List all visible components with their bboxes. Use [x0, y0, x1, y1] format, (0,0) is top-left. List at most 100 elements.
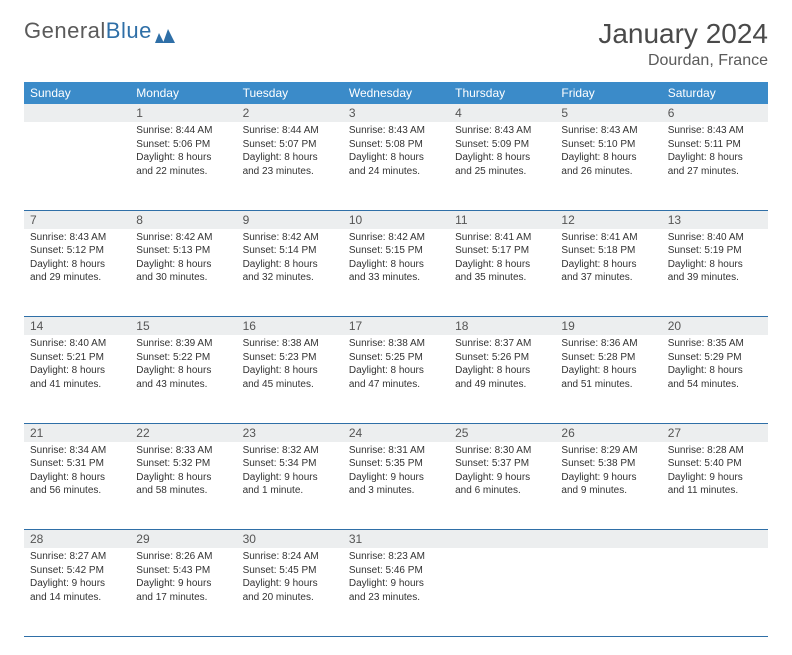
day-number-cell: 6	[662, 104, 768, 122]
day-cell: Sunrise: 8:38 AMSunset: 5:25 PMDaylight:…	[343, 335, 449, 423]
day-cell: Sunrise: 8:28 AMSunset: 5:40 PMDaylight:…	[662, 442, 768, 530]
weekday-header: Tuesday	[237, 82, 343, 104]
day-cell: Sunrise: 8:37 AMSunset: 5:26 PMDaylight:…	[449, 335, 555, 423]
day-number-cell: 31	[343, 530, 449, 549]
daylight-line: Daylight: 8 hours and 45 minutes.	[243, 364, 337, 391]
sunrise-line: Sunrise: 8:43 AM	[561, 124, 655, 138]
day-cell: Sunrise: 8:38 AMSunset: 5:23 PMDaylight:…	[237, 335, 343, 423]
day-number-cell: 12	[555, 210, 661, 229]
daylight-line: Daylight: 8 hours and 37 minutes.	[561, 258, 655, 285]
sunrise-line: Sunrise: 8:27 AM	[30, 550, 124, 564]
weekday-header: Friday	[555, 82, 661, 104]
sunrise-line: Sunrise: 8:32 AM	[243, 444, 337, 458]
sunset-line: Sunset: 5:32 PM	[136, 457, 230, 471]
day-number-cell: 17	[343, 317, 449, 336]
sunrise-line: Sunrise: 8:44 AM	[136, 124, 230, 138]
daylight-line: Daylight: 8 hours and 22 minutes.	[136, 151, 230, 178]
header: GeneralBlue January 2024 Dourdan, France	[24, 18, 768, 70]
daylight-line: Daylight: 9 hours and 1 minute.	[243, 471, 337, 498]
daylight-line: Daylight: 8 hours and 41 minutes.	[30, 364, 124, 391]
day-cell: Sunrise: 8:41 AMSunset: 5:17 PMDaylight:…	[449, 229, 555, 317]
daylight-line: Daylight: 8 hours and 56 minutes.	[30, 471, 124, 498]
day-number-cell	[662, 530, 768, 549]
daylight-line: Daylight: 8 hours and 47 minutes.	[349, 364, 443, 391]
daylight-line: Daylight: 9 hours and 11 minutes.	[668, 471, 762, 498]
sunset-line: Sunset: 5:40 PM	[668, 457, 762, 471]
weekday-header: Thursday	[449, 82, 555, 104]
day-number-cell: 26	[555, 423, 661, 442]
sunrise-line: Sunrise: 8:24 AM	[243, 550, 337, 564]
daylight-line: Daylight: 8 hours and 33 minutes.	[349, 258, 443, 285]
day-number-cell: 23	[237, 423, 343, 442]
sunrise-line: Sunrise: 8:33 AM	[136, 444, 230, 458]
day-number-row: 28293031	[24, 530, 768, 549]
day-number-cell: 25	[449, 423, 555, 442]
day-number-cell: 19	[555, 317, 661, 336]
sunset-line: Sunset: 5:45 PM	[243, 564, 337, 578]
day-cell: Sunrise: 8:41 AMSunset: 5:18 PMDaylight:…	[555, 229, 661, 317]
sunrise-line: Sunrise: 8:43 AM	[30, 231, 124, 245]
day-number-cell: 15	[130, 317, 236, 336]
sunrise-line: Sunrise: 8:28 AM	[668, 444, 762, 458]
daylight-line: Daylight: 8 hours and 26 minutes.	[561, 151, 655, 178]
day-number-cell: 2	[237, 104, 343, 122]
day-number-cell: 20	[662, 317, 768, 336]
week-row: Sunrise: 8:43 AMSunset: 5:12 PM Daylight:…	[24, 229, 768, 317]
daylight-line: Daylight: 8 hours and 23 minutes.	[243, 151, 337, 178]
sunset-line: Sunset: 5:11 PM	[668, 138, 762, 152]
day-number-row: 14151617181920	[24, 317, 768, 336]
brand-part2: Blue	[106, 18, 152, 44]
day-cell: Sunrise: 8:42 AMSunset: 5:14 PMDaylight:…	[237, 229, 343, 317]
brand-logo: GeneralBlue	[24, 18, 175, 44]
sunset-line: Sunset: 5:23 PM	[243, 351, 337, 365]
day-cell: Sunrise: 8:34 AMSunset: 5:31 PMDaylight:…	[24, 442, 130, 530]
sunset-line: Sunset: 5:15 PM	[349, 244, 443, 258]
weekday-header: Wednesday	[343, 82, 449, 104]
sunset-line: Sunset: 5:12 PM	[30, 244, 124, 258]
week-row: Sunrise: 8:40 AMSunset: 5:21 PMDaylight:…	[24, 335, 768, 423]
daylight-line: Daylight: 8 hours and 39 minutes.	[668, 258, 762, 285]
sunset-line: Sunset: 5:21 PM	[30, 351, 124, 365]
week-row: Sunrise: 8:44 AMSunset: 5:06 PMDaylight:…	[24, 122, 768, 210]
sunset-line: Sunset: 5:46 PM	[349, 564, 443, 578]
sunset-line: Sunset: 5:08 PM	[349, 138, 443, 152]
day-number-cell	[449, 530, 555, 549]
day-cell: Sunrise: 8:42 AMSunset: 5:15 PMDaylight:…	[343, 229, 449, 317]
sunset-line: Sunset: 5:09 PM	[455, 138, 549, 152]
day-cell	[24, 122, 130, 210]
day-cell: Sunrise: 8:43 AMSunset: 5:08 PMDaylight:…	[343, 122, 449, 210]
daylight-line: Daylight: 9 hours and 14 minutes.	[30, 577, 124, 604]
sunrise-line: Sunrise: 8:34 AM	[30, 444, 124, 458]
weekday-header: Monday	[130, 82, 236, 104]
sunset-line: Sunset: 5:37 PM	[455, 457, 549, 471]
day-cell	[662, 548, 768, 636]
day-cell: Sunrise: 8:35 AMSunset: 5:29 PMDaylight:…	[662, 335, 768, 423]
day-number-cell: 30	[237, 530, 343, 549]
week-row: Sunrise: 8:34 AMSunset: 5:31 PMDaylight:…	[24, 442, 768, 530]
day-cell: Sunrise: 8:43 AMSunset: 5:10 PMDaylight:…	[555, 122, 661, 210]
daylight-line: Daylight: 8 hours and 27 minutes.	[668, 151, 762, 178]
day-number-cell: 29	[130, 530, 236, 549]
day-cell: Sunrise: 8:26 AMSunset: 5:43 PMDaylight:…	[130, 548, 236, 636]
day-number-cell: 5	[555, 104, 661, 122]
sunset-line: Sunset: 5:43 PM	[136, 564, 230, 578]
day-cell: Sunrise: 8:43 AMSunset: 5:12 PMDaylight:…	[24, 229, 130, 317]
sunset-line: Sunset: 5:10 PM	[561, 138, 655, 152]
sunrise-line: Sunrise: 8:26 AM	[136, 550, 230, 564]
day-cell	[449, 548, 555, 636]
day-cell: Sunrise: 8:40 AMSunset: 5:21 PMDaylight:…	[24, 335, 130, 423]
day-cell: Sunrise: 8:27 AMSunset: 5:42 PMDaylight:…	[24, 548, 130, 636]
day-cell: Sunrise: 8:33 AMSunset: 5:32 PMDaylight:…	[130, 442, 236, 530]
day-number-row: 123456	[24, 104, 768, 122]
daylight-line: Daylight: 8 hours and 32 minutes.	[243, 258, 337, 285]
daylight-line: Daylight: 8 hours and 25 minutes.	[455, 151, 549, 178]
sunset-line: Sunset: 5:26 PM	[455, 351, 549, 365]
sunrise-line: Sunrise: 8:31 AM	[349, 444, 443, 458]
day-cell: Sunrise: 8:40 AMSunset: 5:19 PMDaylight:…	[662, 229, 768, 317]
sunset-line: Sunset: 5:42 PM	[30, 564, 124, 578]
day-number-cell: 1	[130, 104, 236, 122]
day-number-cell: 8	[130, 210, 236, 229]
day-number-cell: 27	[662, 423, 768, 442]
day-cell: Sunrise: 8:44 AMSunset: 5:06 PMDaylight:…	[130, 122, 236, 210]
sunset-line: Sunset: 5:28 PM	[561, 351, 655, 365]
